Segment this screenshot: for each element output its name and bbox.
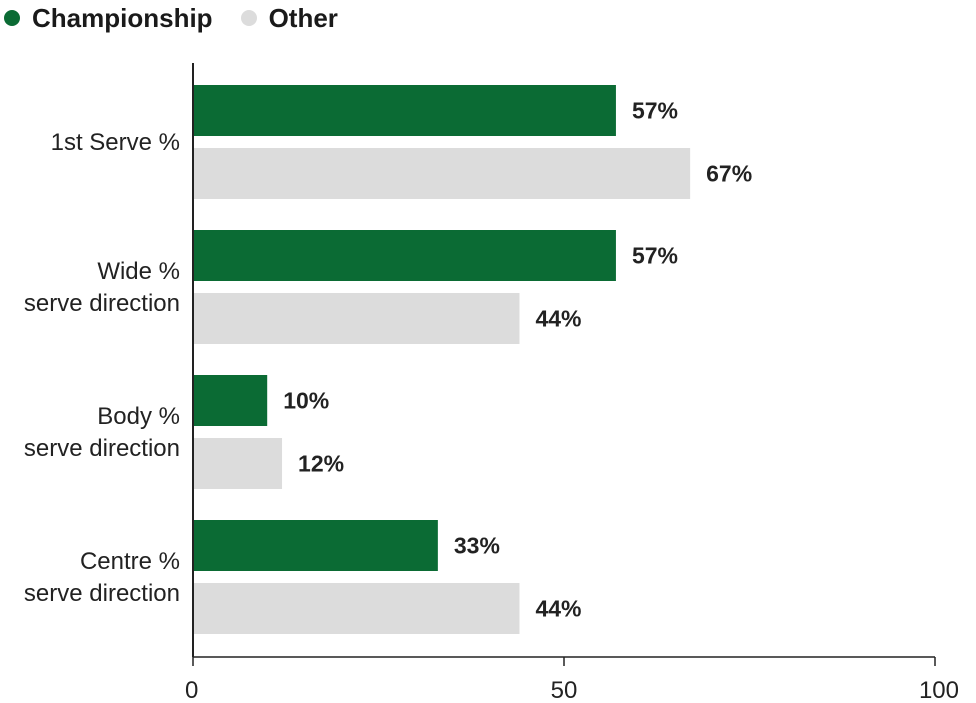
legend-label-championship: Championship bbox=[32, 2, 213, 33]
legend: Championship Other bbox=[0, 0, 362, 36]
x-tick-label-1: 50 bbox=[551, 677, 578, 703]
bar-other-2 bbox=[194, 438, 283, 489]
value-label-championship-1: 57% bbox=[632, 243, 678, 269]
value-label-championship-3: 33% bbox=[454, 533, 500, 559]
legend-item-championship: Championship bbox=[0, 3, 213, 34]
legend-swatch-championship bbox=[4, 10, 20, 26]
x-tick-label-2: 100 bbox=[919, 677, 959, 703]
category-label-3-0: Centre % bbox=[80, 548, 180, 575]
value-label-championship-2: 10% bbox=[283, 388, 329, 414]
bar-championship-2 bbox=[194, 375, 268, 426]
category-label-2-0: Body % bbox=[97, 403, 180, 430]
x-tick-label-0: 0 bbox=[185, 677, 198, 703]
category-label-1-0: Wide % bbox=[97, 258, 180, 285]
value-label-other-2: 12% bbox=[298, 451, 344, 477]
bar-other-1 bbox=[194, 293, 520, 344]
bar-other-0 bbox=[194, 148, 691, 199]
category-label-0-0: 1st Serve % bbox=[51, 129, 180, 156]
legend-item-other: Other bbox=[237, 3, 338, 34]
value-label-other-0: 67% bbox=[706, 161, 752, 187]
bar-championship-0 bbox=[194, 85, 616, 136]
legend-swatch-other bbox=[240, 10, 257, 26]
value-label-championship-0: 57% bbox=[632, 98, 678, 124]
bar-championship-3 bbox=[194, 520, 438, 571]
category-label-3-1: serve direction bbox=[24, 580, 180, 607]
bar-other-3 bbox=[194, 583, 520, 634]
legend-label-other: Other bbox=[268, 2, 338, 33]
value-label-other-1: 44% bbox=[535, 306, 581, 332]
category-label-2-1: serve direction bbox=[24, 435, 180, 462]
category-label-1-1: serve direction bbox=[24, 290, 180, 317]
value-label-other-3: 44% bbox=[535, 596, 581, 622]
bar-championship-1 bbox=[194, 230, 616, 281]
